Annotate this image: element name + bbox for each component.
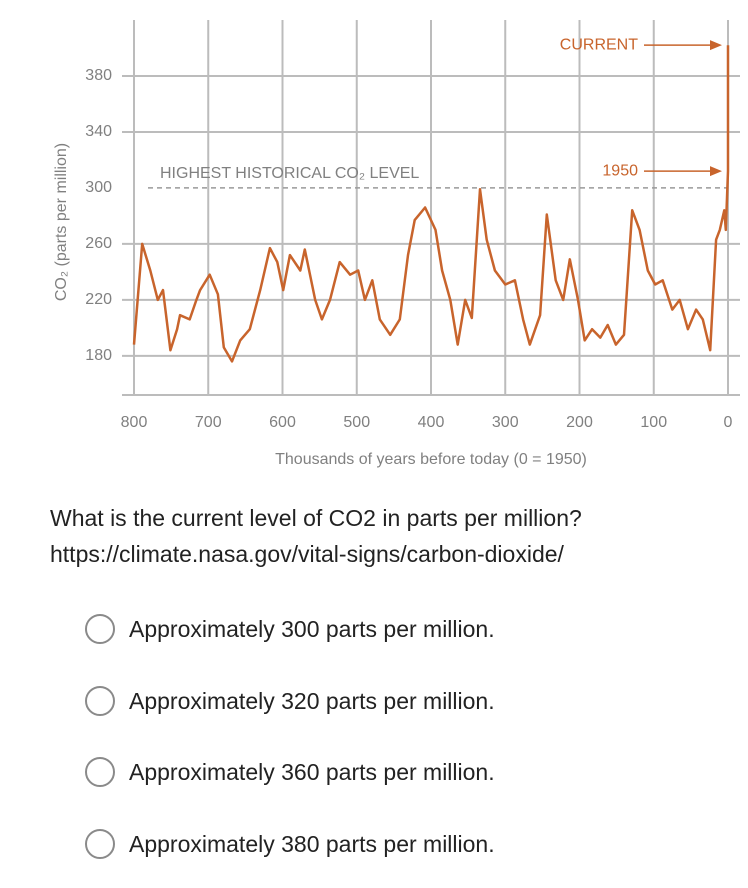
x-tick-label: 100 xyxy=(640,414,667,431)
radio-circle xyxy=(85,614,115,644)
option-label[interactable]: Approximately 320 parts per million. xyxy=(129,687,495,714)
data-line xyxy=(132,45,730,363)
y-tick-label: 340 xyxy=(85,123,112,140)
x-tick-label: 0 xyxy=(724,414,733,431)
radio-button[interactable] xyxy=(83,612,117,646)
x-tick-label: 700 xyxy=(195,414,222,431)
x-tick-label: 800 xyxy=(121,414,148,431)
y-tick-label: 380 xyxy=(85,67,112,84)
radio-circle xyxy=(85,828,115,859)
y-tick-label: 300 xyxy=(85,179,112,196)
option-label[interactable]: Approximately 360 parts per million. xyxy=(129,759,495,785)
annotation: 1950 xyxy=(602,162,638,179)
option-label[interactable]: Approximately 380 parts per million. xyxy=(129,830,495,857)
y-axis-label: CO₂ (parts per million) xyxy=(53,143,70,301)
reference-label: HIGHEST HISTORICAL CO₂ LEVEL xyxy=(160,165,419,182)
radio-button[interactable] xyxy=(83,827,117,861)
y-tick-label: 220 xyxy=(85,291,112,308)
x-tick-label: 400 xyxy=(418,414,445,431)
y-tick-label: 180 xyxy=(85,347,112,364)
annotation-arrowhead xyxy=(710,166,722,177)
chart: CO₂ (parts per million) Thousands of yea… xyxy=(53,20,740,468)
x-tick-label: 600 xyxy=(269,414,296,431)
radio-circle xyxy=(85,757,115,787)
question: What is the current level of CO2 in part… xyxy=(50,505,582,531)
radio-button[interactable] xyxy=(83,755,117,789)
x-axis-label: Thousands of years before today (0 = 195… xyxy=(275,451,587,468)
radio-button[interactable] xyxy=(83,684,117,718)
option-label[interactable]: Approximately 300 parts per million. xyxy=(129,616,495,642)
radio-circle xyxy=(85,685,115,716)
annotation-arrowhead xyxy=(710,40,722,51)
x-tick-label: 500 xyxy=(343,414,370,431)
link: https://climate.nasa.gov/vital-signs/car… xyxy=(50,541,564,567)
y-tick-label: 260 xyxy=(85,235,112,252)
annotation: CURRENT xyxy=(560,36,638,53)
x-tick-label: 300 xyxy=(492,414,519,431)
x-tick-label: 200 xyxy=(566,414,593,431)
